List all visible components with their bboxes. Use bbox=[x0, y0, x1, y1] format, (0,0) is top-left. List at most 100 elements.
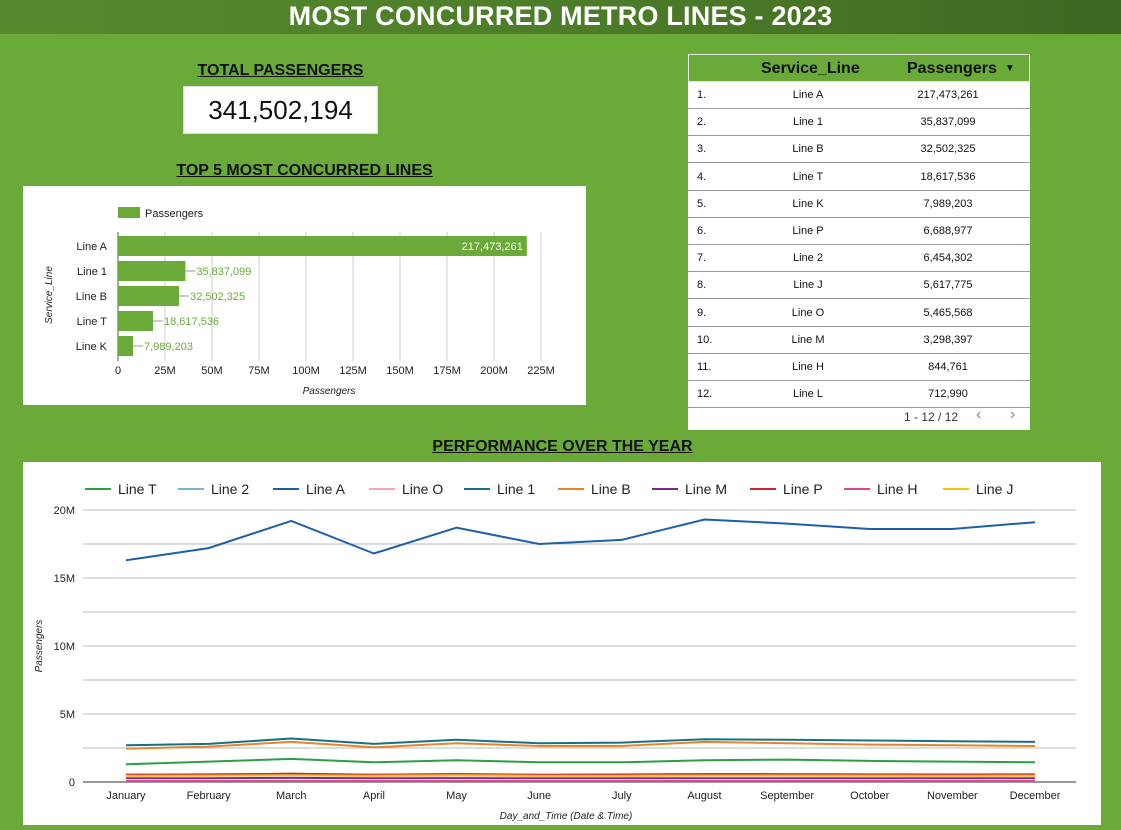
row-passengers: 5,465,568 bbox=[888, 307, 1008, 319]
row-index: 8. bbox=[697, 279, 706, 291]
row-service-line: Line L bbox=[748, 388, 868, 400]
legend-label: Line T bbox=[118, 481, 157, 497]
table-row[interactable]: 4. Line T 18,617,536 bbox=[688, 164, 1030, 191]
row-passengers: 7,989,203 bbox=[888, 198, 1008, 210]
x-tick-label: 25M bbox=[154, 365, 175, 377]
chevron-right-icon[interactable]: › bbox=[1010, 406, 1015, 424]
table-row[interactable]: 8. Line J 5,617,775 bbox=[688, 272, 1030, 299]
x-tick-label: October bbox=[850, 790, 889, 802]
row-index: 12. bbox=[697, 388, 712, 400]
table-row[interactable]: 5. Line K 7,989,203 bbox=[688, 191, 1030, 218]
row-service-line: Line M bbox=[748, 334, 868, 346]
legend-swatch bbox=[118, 207, 140, 218]
y-axis-title: Service_Line bbox=[44, 266, 55, 324]
row-passengers: 35,837,099 bbox=[888, 116, 1008, 128]
x-tick-label: 75M bbox=[248, 365, 269, 377]
row-service-line: Line A bbox=[748, 89, 868, 101]
x-tick-label: September bbox=[760, 790, 814, 802]
row-index: 7. bbox=[697, 252, 706, 264]
row-passengers: 32,502,325 bbox=[888, 143, 1008, 155]
table-row[interactable]: 2. Line 1 35,837,099 bbox=[688, 109, 1030, 136]
data-label: 18,617,536 bbox=[164, 316, 219, 328]
category-label: Line A bbox=[76, 241, 107, 253]
table-row[interactable]: 9. Line O 5,465,568 bbox=[688, 300, 1030, 327]
legend-label: Line H bbox=[877, 481, 917, 497]
row-index: 5. bbox=[697, 198, 706, 210]
x-tick-label: November bbox=[927, 790, 978, 802]
x-tick-label: April bbox=[363, 790, 385, 802]
legend-label: Line 2 bbox=[211, 481, 249, 497]
row-index: 4. bbox=[697, 171, 706, 183]
dashboard-title: MOST CONCURRED METRO LINES - 2023 bbox=[0, 0, 1121, 34]
x-tick-label: 125M bbox=[339, 365, 367, 377]
row-passengers: 5,617,775 bbox=[888, 279, 1008, 291]
x-tick-label: February bbox=[187, 790, 232, 802]
row-index: 2. bbox=[697, 116, 706, 128]
legend-label: Line J bbox=[976, 481, 1013, 497]
row-service-line: Line 1 bbox=[748, 116, 868, 128]
legend-label: Line P bbox=[783, 481, 823, 497]
series-line bbox=[126, 759, 1035, 764]
col-passengers[interactable]: Passengers bbox=[907, 60, 997, 78]
y-axis-title: Passengers bbox=[34, 620, 45, 673]
row-index: 3. bbox=[697, 143, 706, 155]
top5-title: TOP 5 MOST CONCURRED LINES bbox=[23, 162, 586, 180]
row-service-line: Line K bbox=[748, 198, 868, 210]
row-service-line: Line B bbox=[748, 143, 868, 155]
row-service-line: Line H bbox=[748, 361, 868, 373]
service-line-table: Service_Line Passengers ▼ 1. Line A 217,47… bbox=[688, 54, 1030, 430]
row-passengers: 18,617,536 bbox=[888, 171, 1008, 183]
category-label: Line B bbox=[76, 291, 107, 303]
row-passengers: 844,761 bbox=[888, 361, 1008, 373]
y-tick-label: 15M bbox=[54, 573, 75, 585]
x-tick-label: December bbox=[1010, 790, 1061, 802]
row-index: 1. bbox=[697, 89, 706, 101]
legend-label: Line O bbox=[402, 481, 443, 497]
x-axis-title: Day_and_Time (Date & Time) bbox=[500, 811, 633, 822]
data-label: 32,502,325 bbox=[190, 291, 245, 303]
x-axis-title: Passengers bbox=[303, 386, 356, 397]
x-tick-label: 225M bbox=[527, 365, 555, 377]
row-service-line: Line J bbox=[748, 279, 868, 291]
y-tick-label: 5M bbox=[60, 709, 75, 721]
table-row[interactable]: 11. Line H 844,761 bbox=[688, 354, 1030, 381]
series-line bbox=[126, 775, 1035, 776]
x-tick-label: May bbox=[446, 790, 467, 802]
col-service-line[interactable]: Service_Line bbox=[761, 60, 860, 78]
row-service-line: Line O bbox=[748, 307, 868, 319]
category-label: Line K bbox=[76, 341, 108, 353]
y-tick-label: 20M bbox=[54, 505, 75, 517]
sort-desc-icon[interactable]: ▼ bbox=[1005, 63, 1015, 74]
x-tick-label: June bbox=[527, 790, 551, 802]
category-label: Line 1 bbox=[77, 266, 107, 278]
chevron-left-icon[interactable]: ‹ bbox=[976, 406, 981, 424]
performance-title: PERFORMANCE OVER THE YEAR bbox=[0, 438, 1121, 456]
legend-label: Line B bbox=[591, 481, 631, 497]
bar bbox=[118, 336, 133, 356]
data-label: 217,473,261 bbox=[462, 241, 523, 253]
bar bbox=[118, 261, 185, 281]
row-index: 6. bbox=[697, 225, 706, 237]
row-index: 9. bbox=[697, 307, 706, 319]
row-passengers: 217,473,261 bbox=[888, 89, 1008, 101]
legend-label: Line A bbox=[306, 481, 346, 497]
table-row[interactable]: 1. Line A 217,473,261 bbox=[688, 82, 1030, 109]
x-tick-label: 150M bbox=[386, 365, 414, 377]
row-service-line: Line T bbox=[748, 171, 868, 183]
y-tick-label: 10M bbox=[54, 641, 75, 653]
row-index: 11. bbox=[697, 361, 711, 373]
table-row[interactable]: 3. Line B 32,502,325 bbox=[688, 136, 1030, 163]
bar bbox=[118, 286, 179, 306]
data-label: 7,989,203 bbox=[144, 341, 193, 353]
y-tick-label: 0 bbox=[69, 777, 75, 789]
data-label: 35,837,099 bbox=[196, 266, 251, 278]
x-tick-label: March bbox=[276, 790, 307, 802]
total-passengers-value: 341,502,194 bbox=[183, 86, 378, 134]
